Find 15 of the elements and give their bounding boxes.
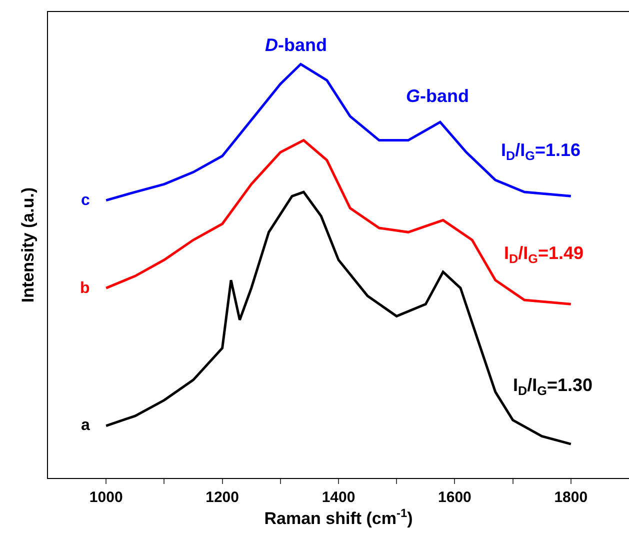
x-axis-title: Raman shift (cm$^{-1}$): [264, 506, 413, 528]
series-label: a: [81, 417, 90, 434]
x-tick-label: 1800: [554, 489, 588, 506]
series-label: b: [80, 280, 90, 297]
annotation: I$_{D}$/I$_{G}$=1.16: [501, 140, 580, 163]
x-tick-label: 1600: [438, 489, 472, 506]
y-axis-title: Intensity (a.u.): [18, 187, 38, 303]
x-tick-label: 1000: [89, 489, 123, 506]
annotation: G-band: [406, 86, 470, 106]
x-tick-label: 1400: [322, 489, 356, 506]
series-label: c: [81, 192, 90, 209]
annotation: I$_{D}$/I$_{G}$=1.30: [513, 375, 592, 398]
x-tick-label: 1200: [206, 489, 239, 506]
text: D-band: [265, 35, 327, 55]
annotation: I$_{D}$/I$_{G}$=1.49: [504, 243, 584, 266]
